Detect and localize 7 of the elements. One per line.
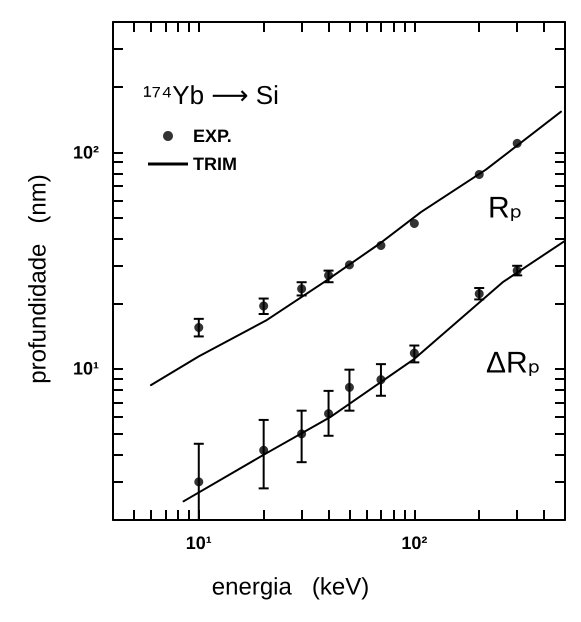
annotation: Rₚ (488, 192, 523, 224)
y-axis-title: profundidade (nm) (24, 174, 52, 384)
legend-label: TRIM (193, 154, 237, 174)
x-axis-title: energia (keV) (212, 574, 370, 600)
annotation: ΔRₚ (486, 346, 541, 380)
legend-label: EXP. (193, 126, 232, 146)
legend-title: ¹⁷⁴Yb ⟶ Si (143, 80, 279, 110)
